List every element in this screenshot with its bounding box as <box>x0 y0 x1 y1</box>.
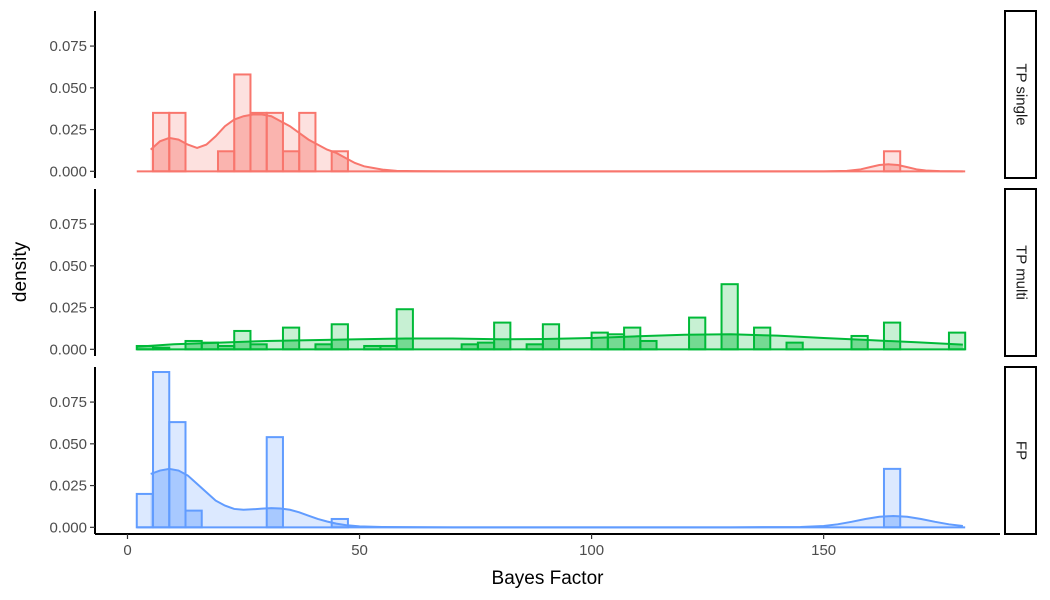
histogram-bar-fill <box>754 327 771 350</box>
histogram-bar-fill <box>640 340 657 350</box>
histogram-bar-overlap <box>150 493 154 528</box>
histogram-bar-fill <box>185 340 202 350</box>
y-tick-label: 0.000 <box>49 519 87 536</box>
histogram-bar-overlap <box>754 334 771 350</box>
histogram-bar-fill <box>136 493 154 528</box>
histogram-bar-overlap <box>136 345 154 350</box>
density-line <box>150 467 963 529</box>
x-tick-label: 0 <box>123 542 131 559</box>
histogram-bar-fill <box>266 437 283 528</box>
histogram-bar-fill <box>169 112 186 172</box>
histogram-bar-fill <box>234 74 251 172</box>
histogram-bar-fill <box>315 344 332 350</box>
facet-strip <box>1004 10 1037 179</box>
histogram-bar-fill <box>331 518 348 528</box>
histogram-bar-overlap <box>477 342 495 350</box>
histogram-bar-overlap <box>461 344 478 350</box>
density-area <box>136 334 963 350</box>
histogram-bar-fill <box>201 342 218 350</box>
facet-strip <box>1004 188 1037 357</box>
histogram-bar-fill <box>883 151 901 172</box>
y-tick-label: 0.025 <box>49 300 87 317</box>
y-tick-label: 0.075 <box>49 216 87 233</box>
histogram-bar-fill <box>542 324 560 350</box>
histogram-bar-fill <box>364 345 381 350</box>
histogram-bar-fill <box>282 151 300 172</box>
histogram-bar-fill <box>461 344 478 350</box>
y-tick-label: 0.025 <box>49 478 87 495</box>
histogram-bar-overlap <box>786 342 803 350</box>
facet-strip-label: TP single <box>1013 63 1030 125</box>
facet-strip-label: TP multi <box>1013 245 1030 300</box>
x-axis-title: Bayes Factor <box>492 568 605 589</box>
histogram-bar-fill <box>153 112 170 172</box>
histogram-bar-overlap <box>380 345 397 350</box>
histogram-bar-fill <box>721 284 738 350</box>
density-line <box>136 333 963 348</box>
histogram-bar-fill <box>786 342 803 350</box>
histogram-bar-fill <box>883 468 901 528</box>
y-tick-label: 0.050 <box>49 80 87 97</box>
histogram-bar-overlap <box>153 468 170 528</box>
histogram-bar-overlap <box>364 345 381 350</box>
histogram-bar-overlap <box>217 151 235 172</box>
facet-strip <box>1004 366 1037 535</box>
histogram-bar-fill <box>526 344 543 350</box>
y-tick-label: 0.025 <box>49 122 87 139</box>
histogram-bar-overlap <box>624 334 641 350</box>
histogram-bar-overlap <box>250 114 267 172</box>
histogram-bar-fill <box>380 345 397 350</box>
y-tick-label: 0.050 <box>49 436 87 453</box>
histogram-bar-fill <box>234 330 251 350</box>
histogram-bar-overlap <box>185 340 202 350</box>
y-axis-title: density <box>10 241 31 302</box>
histogram-bar-overlap <box>250 344 267 350</box>
y-tick-label: 0.050 <box>49 258 87 275</box>
histogram-bar-overlap <box>640 340 657 350</box>
histogram-bar-fill <box>217 345 235 350</box>
histogram-bar-fill <box>266 112 283 172</box>
histogram-bar-fill <box>299 112 316 172</box>
histogram-bar-fill <box>136 345 154 350</box>
histogram-bar-overlap <box>315 344 332 350</box>
histogram-bar-overlap <box>282 151 300 172</box>
histogram-bar-overlap <box>201 342 218 350</box>
histogram-bar-fill <box>331 324 348 350</box>
histogram-bar-fill <box>250 112 267 172</box>
histogram-bar-fill <box>217 151 235 172</box>
x-tick-label: 100 <box>579 542 604 559</box>
y-tick-label: 0.075 <box>49 394 87 411</box>
histogram-bar-overlap <box>266 114 283 172</box>
histogram-bar-fill <box>185 510 202 528</box>
histogram-bar-fill <box>250 344 267 350</box>
histogram-bar-overlap <box>234 114 251 172</box>
histogram-bar-fill <box>883 322 901 350</box>
facet-strip-label: FP <box>1013 441 1030 460</box>
histogram-bar-fill <box>624 327 641 350</box>
histogram-bar-overlap <box>217 345 235 350</box>
histogram-bar-fill <box>169 422 186 528</box>
density-line <box>150 113 963 173</box>
y-tick-label: 0.000 <box>49 341 87 358</box>
histogram-bar-fill <box>282 327 300 350</box>
histogram-bar-overlap <box>185 510 202 528</box>
histogram-bar-overlap <box>169 468 186 528</box>
histogram-bar-overlap <box>721 334 738 350</box>
histogram-bar-fill <box>689 317 706 350</box>
histogram-bar-fill <box>494 322 511 350</box>
x-tick-label: 150 <box>811 542 836 559</box>
y-tick-label: 0.000 <box>49 163 87 180</box>
y-tick-label: 0.075 <box>49 38 87 55</box>
histogram-bar-overlap <box>526 344 543 350</box>
histogram-bar-overlap <box>689 334 706 350</box>
histogram-bar-fill <box>153 372 170 528</box>
x-tick-label: 50 <box>351 542 368 559</box>
density-area <box>150 468 963 528</box>
histogram-bar-fill <box>477 342 495 350</box>
